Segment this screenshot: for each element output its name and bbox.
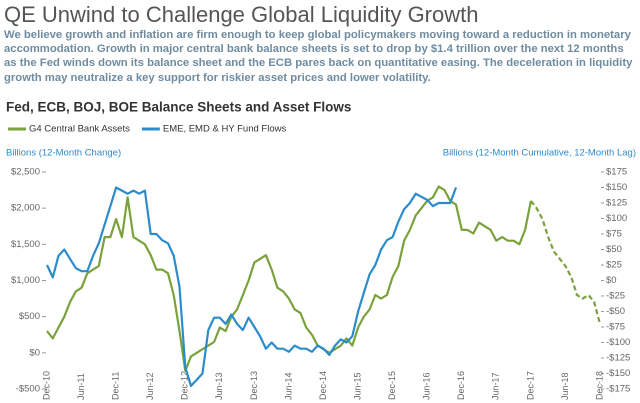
- y2-axis-label: Billions (12-Month Cumulative, 12-Month …: [443, 148, 636, 159]
- series-line: [46, 186, 458, 387]
- y-axis-label: Billions (12-Month Change): [6, 148, 121, 159]
- y2-tick-label: $25: [606, 260, 622, 271]
- x-tick-label: Dec-15: [387, 371, 397, 400]
- x-tick-label: Jun-11: [76, 373, 86, 400]
- y2-tick-label: $100: [606, 213, 627, 224]
- x-tick-label: Jun-17: [491, 372, 501, 400]
- chart-title: Fed, ECB, BOJ, BOE Balance Sheets and As…: [6, 100, 351, 115]
- x-tick-label: Dec-12: [180, 371, 190, 400]
- legend-label: EME, EMD & HY Fund Flows: [163, 124, 287, 135]
- series-line: [46, 185, 532, 372]
- y-tick-label: $500: [19, 311, 40, 322]
- y2-tick-label: -$125: [606, 353, 630, 364]
- x-tick-label: Jun-12: [145, 372, 155, 400]
- y2-tick-label: -$150: [606, 368, 630, 379]
- y-tick-label: $2,000: [11, 203, 40, 214]
- x-tick-label: Dec-10: [41, 371, 51, 400]
- y2-tick-label: $50: [606, 244, 622, 255]
- page-title: QE Unwind to Challenge Global Liquidity …: [4, 2, 479, 27]
- series-line: [530, 200, 602, 325]
- x-tick-label: Jun-18: [560, 372, 570, 400]
- x-tick-label: Jun-15: [352, 372, 362, 400]
- x-tick-label: Dec-16: [456, 371, 466, 400]
- y2-tick-label: $125: [606, 198, 627, 209]
- x-tick-label: Jun-16: [422, 372, 432, 400]
- x-tick-label: Dec-11: [111, 372, 121, 400]
- x-tick-label: Dec-13: [249, 371, 259, 400]
- y-tick-label: $2,500: [11, 167, 40, 178]
- y-tick-label: $1,000: [11, 275, 40, 286]
- y2-tick-label: $150: [606, 182, 627, 193]
- y2-tick-label: $75: [606, 229, 622, 240]
- y2-tick-label: $175: [606, 167, 627, 178]
- y2-tick-label: -$175: [606, 384, 630, 395]
- legend-label: G4 Central Bank Assets: [29, 124, 130, 135]
- y-tick-label: $1,500: [11, 239, 40, 250]
- y-tick-label: -$500: [16, 384, 40, 395]
- y2-tick-label: $0: [606, 275, 617, 286]
- y-tick-label: $0: [29, 347, 40, 358]
- x-tick-label: Dec-17: [525, 371, 535, 400]
- y2-tick-label: -$100: [606, 337, 630, 348]
- y2-tick-label: -$50: [606, 306, 625, 317]
- x-tick-label: Dec-14: [318, 371, 328, 400]
- x-tick-label: Jun-14: [283, 372, 293, 400]
- y2-tick-label: -$75: [606, 322, 625, 333]
- y2-tick-label: -$25: [606, 291, 625, 302]
- page-text: We believe growth and inflation are firm…: [4, 29, 633, 84]
- x-tick-label: Jun-13: [214, 372, 224, 400]
- x-tick-label: Dec-18: [594, 371, 604, 400]
